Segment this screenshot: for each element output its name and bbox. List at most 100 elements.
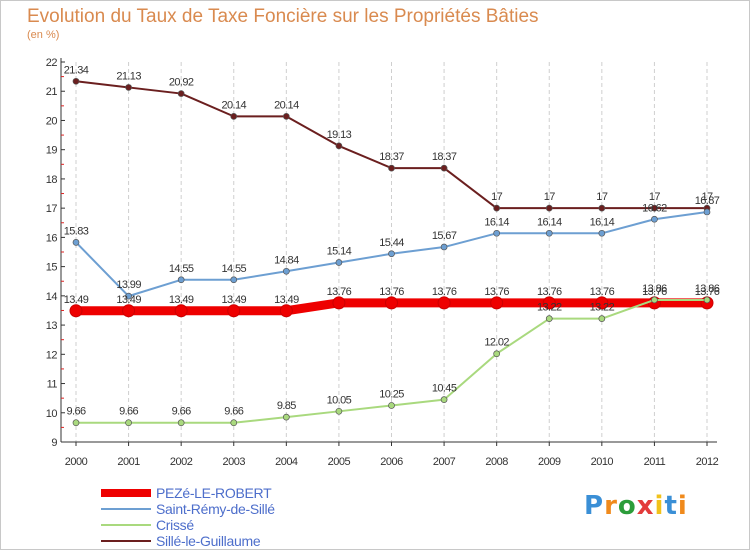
logo-letter: t (664, 491, 678, 521)
data-label: 17 (649, 191, 661, 203)
data-point (598, 229, 606, 237)
y-tick-label: 9 (51, 437, 57, 449)
data-point (388, 250, 395, 258)
data-label: 9.85 (277, 400, 296, 412)
data-point (542, 296, 556, 310)
x-tick-label: 2012 (696, 456, 719, 468)
data-point (177, 276, 185, 284)
x-tick-label: 2006 (380, 456, 403, 468)
legend-label: Saint-Rémy-de-Sillé (156, 501, 275, 517)
data-point (282, 413, 290, 421)
data-label: 13.76 (537, 286, 562, 298)
y-tick-label: 18 (46, 174, 58, 186)
data-label: 17 (701, 191, 713, 203)
x-tick-label: 2007 (433, 456, 456, 468)
data-point (230, 419, 238, 427)
data-label: 21.34 (64, 64, 89, 76)
x-tick-label: 2010 (591, 456, 614, 468)
y-tick-label: 12 (46, 349, 58, 361)
data-point (282, 267, 290, 275)
data-point (177, 419, 185, 427)
data-label: 18.37 (432, 151, 457, 163)
data-label: 13.49 (116, 294, 141, 306)
data-point (230, 113, 238, 120)
data-point (72, 239, 80, 246)
data-label: 9.66 (66, 406, 85, 418)
data-point (493, 350, 501, 358)
x-tick-label: 2004 (275, 456, 298, 468)
data-label: 20.14 (221, 99, 246, 111)
data-label: 17 (544, 191, 556, 203)
y-tick-label: 16 (46, 232, 58, 244)
data-label: 16.62 (642, 202, 667, 214)
data-point (125, 419, 132, 427)
data-label: 17 (596, 191, 608, 203)
data-point (651, 215, 658, 223)
logo-letter: o (617, 491, 637, 521)
data-point (493, 204, 501, 212)
data-point (703, 208, 711, 216)
data-point (279, 304, 293, 318)
data-point (332, 296, 346, 310)
y-tick-label: 14 (46, 291, 58, 303)
data-point (282, 113, 290, 120)
data-point (177, 90, 185, 97)
data-label: 13.76 (327, 286, 352, 298)
data-label: 10.05 (327, 394, 352, 406)
legend-label: Crissé (156, 517, 194, 533)
data-label: 13.76 (379, 286, 404, 298)
x-tick-label: 2002 (170, 456, 193, 468)
logo-letter: i (677, 491, 688, 521)
x-tick-label: 2001 (117, 456, 140, 468)
legend-label: Sillé-le-Guillaume (156, 533, 261, 549)
data-point (335, 407, 343, 415)
x-tick-label: 2009 (538, 456, 561, 468)
y-tick-label: 15 (46, 262, 58, 274)
data-label: 10.45 (432, 383, 457, 395)
logo-letter: P (584, 491, 605, 521)
data-point (385, 296, 398, 310)
x-tick-label: 2011 (644, 456, 666, 468)
legend-swatch (101, 524, 151, 526)
logo-letter: i (654, 491, 665, 521)
logo-letter: r (604, 491, 618, 521)
data-label: 13.22 (590, 302, 615, 314)
data-label: 13.76 (484, 286, 509, 298)
data-point (651, 296, 658, 304)
data-label: 13.76 (642, 286, 667, 298)
data-label: 13.76 (695, 286, 720, 298)
proxiti-logo: Proxiti (584, 491, 688, 521)
data-label: 19.13 (327, 129, 352, 141)
y-tick-label: 22 (46, 57, 58, 69)
data-label: 13.49 (169, 294, 194, 306)
x-tick-label: 2003 (223, 456, 246, 468)
data-label: 20.14 (274, 99, 299, 111)
x-tick-label: 2005 (328, 456, 351, 468)
y-tick-label: 17 (46, 203, 58, 215)
data-label: 9.66 (119, 406, 138, 418)
data-label: 9.66 (172, 406, 191, 418)
data-label: 16.14 (484, 216, 509, 228)
data-point (545, 315, 553, 322)
y-tick-label: 13 (46, 320, 58, 332)
data-label: 10.25 (379, 388, 404, 400)
legend-swatch (101, 508, 151, 510)
data-label: 16.87 (695, 195, 720, 207)
data-point (388, 164, 395, 172)
y-tick-label: 20 (46, 115, 58, 127)
data-point (72, 419, 80, 427)
data-label: 15.14 (327, 246, 352, 258)
data-point (440, 164, 448, 172)
data-label: 16.14 (537, 216, 562, 228)
y-tick-label: 11 (47, 379, 58, 391)
x-tick-label: 2008 (485, 456, 508, 468)
data-point (335, 259, 343, 266)
data-point (493, 229, 501, 237)
data-label: 13.86 (695, 283, 720, 295)
legend-swatch (101, 489, 151, 497)
data-label: 13.76 (432, 286, 457, 298)
data-point (545, 229, 553, 237)
data-point (230, 276, 238, 284)
data-point (440, 243, 448, 251)
